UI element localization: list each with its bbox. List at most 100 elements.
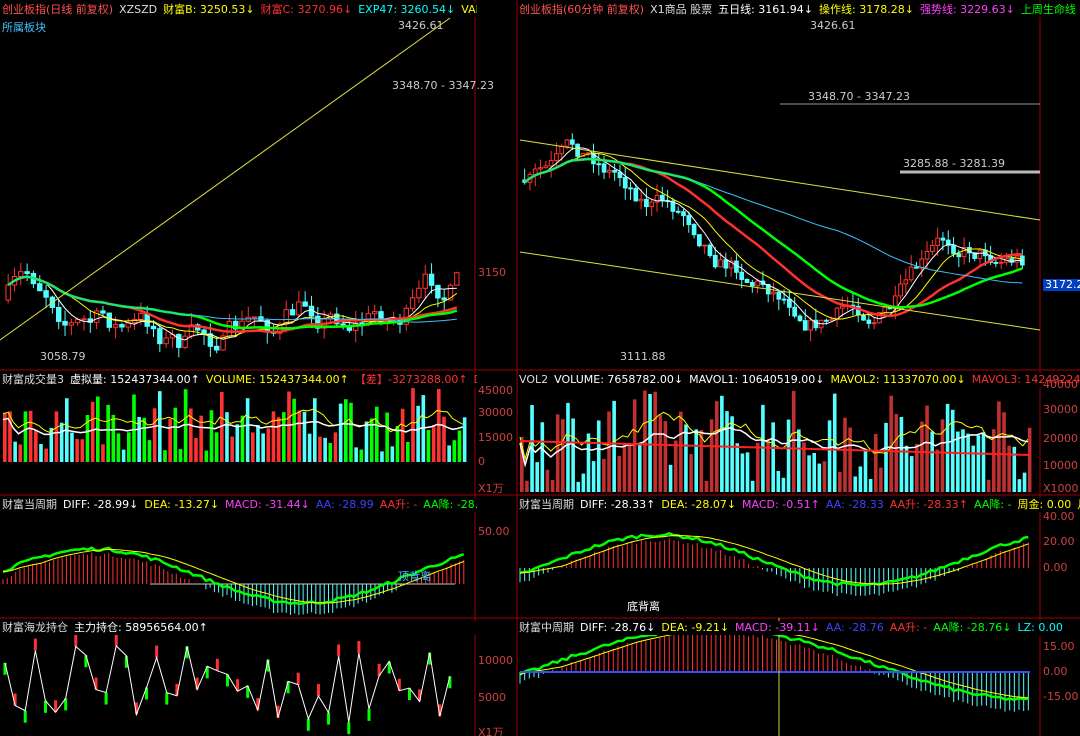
indicator-line xyxy=(519,627,1029,699)
volume-bar xyxy=(550,480,555,492)
volume-bar xyxy=(245,398,250,462)
header-item: 操作线: 3178.28↓ xyxy=(819,3,914,16)
axis-label: 0.00 xyxy=(1043,561,1068,574)
header-item: 【差】-3273288.00↑ xyxy=(354,373,468,386)
indicator-line xyxy=(519,625,1029,702)
hold-bar xyxy=(296,672,300,685)
candle xyxy=(612,169,618,173)
header-item: DIFF: -28.33↑ xyxy=(580,498,656,511)
candle xyxy=(956,253,962,258)
candle xyxy=(712,254,718,268)
volume-bar xyxy=(395,426,400,462)
candle xyxy=(296,301,302,316)
volume-bar xyxy=(535,462,539,492)
volume-bar xyxy=(333,432,338,462)
hold-bar xyxy=(165,692,169,705)
volume-bar xyxy=(858,466,863,492)
volume-bar xyxy=(287,391,291,462)
hold-bar xyxy=(286,681,290,694)
volume-bar xyxy=(189,408,193,462)
candle xyxy=(877,312,882,324)
candle xyxy=(37,283,43,292)
volume-bar xyxy=(411,388,415,462)
volume-bar xyxy=(49,427,54,462)
axis-label: 10000 xyxy=(1043,459,1078,472)
volume-bar xyxy=(400,408,405,462)
candle xyxy=(176,334,182,348)
candle xyxy=(866,319,872,324)
candle xyxy=(106,312,112,328)
volume-bar xyxy=(442,416,446,462)
candle xyxy=(749,282,755,287)
candle xyxy=(56,306,62,322)
header-item: AA升: - xyxy=(379,498,418,511)
header-item: MAVOL3: 14249224.00↓ xyxy=(971,373,1080,386)
hold-bar xyxy=(236,679,240,692)
volume-bar xyxy=(23,411,28,462)
hold-bar xyxy=(407,688,411,701)
candle xyxy=(68,322,75,326)
volume-bar xyxy=(827,420,832,492)
hold-bar xyxy=(94,677,98,690)
volume-bar xyxy=(406,441,410,462)
hold-bar xyxy=(276,705,280,718)
panel-header: 创业板指(60分钟 前复权) X1商品 股票 五日线: 3161.94↓ 操作线: 3… xyxy=(519,3,1080,17)
volume-bar xyxy=(802,442,806,492)
candle xyxy=(781,298,787,301)
header-item: MAVOL1: 10640519.00↓ xyxy=(689,373,825,386)
volume-bar xyxy=(421,395,426,462)
volume-bar xyxy=(930,431,934,492)
hold-bar xyxy=(448,676,452,689)
candle xyxy=(776,291,782,300)
candle xyxy=(977,249,983,259)
header-item: MACD: -0.51↑ xyxy=(742,498,820,511)
volume-bar xyxy=(832,393,837,492)
volume-bar xyxy=(230,436,234,462)
annotation: 所属板块 xyxy=(2,21,46,34)
candle xyxy=(232,320,239,330)
header-item: AA: -28.76 xyxy=(825,621,884,634)
volume-bar xyxy=(653,391,657,492)
volume-bar xyxy=(385,412,389,462)
candle xyxy=(315,315,321,329)
indicator-line xyxy=(524,152,1023,320)
header-item: DDX1: -20 xyxy=(474,373,477,386)
volume-bar xyxy=(689,454,693,492)
candle xyxy=(569,139,575,145)
indicator-line xyxy=(2,546,465,606)
header-item: 财富中周期 xyxy=(519,621,574,634)
volume-bar xyxy=(694,429,699,492)
candle xyxy=(744,278,750,284)
header-item: MAVOL2: 11337070.00↓ xyxy=(830,373,966,386)
volume-bar xyxy=(617,455,622,492)
header-item: AA升: -28.33↑ xyxy=(889,498,968,511)
indicator-line xyxy=(4,644,451,723)
hold-bar xyxy=(215,658,219,671)
volume-bar xyxy=(627,443,632,492)
volume-bar xyxy=(214,432,219,462)
candle xyxy=(100,310,106,314)
volume-bar xyxy=(520,437,524,492)
panel-header: 财富成交量3 虚拟量: 152437344.00↑ VOLUME: 15243734… xyxy=(2,373,477,387)
volume-bar xyxy=(85,415,90,462)
volume-bar xyxy=(822,461,827,492)
candle xyxy=(659,194,665,201)
volume-bar xyxy=(18,444,23,462)
volume-bar xyxy=(1007,445,1011,492)
volume-bar xyxy=(555,414,560,492)
indicator-line xyxy=(524,147,1023,325)
volume-bar xyxy=(44,448,48,462)
candle xyxy=(908,266,914,281)
axis-label: X1000 xyxy=(1043,482,1079,495)
candle xyxy=(201,329,207,335)
volume-bar xyxy=(178,449,183,462)
volume-bar xyxy=(525,480,529,492)
volume-bar xyxy=(380,451,384,462)
volume-bar xyxy=(971,445,976,492)
axis-label: 20000 xyxy=(1043,432,1078,445)
candle xyxy=(654,194,660,203)
volume-bar xyxy=(658,414,663,492)
hold-bar xyxy=(387,661,391,674)
header-item: 财富成交量3 xyxy=(2,373,64,386)
header-item: 财富当周期 xyxy=(2,498,57,511)
